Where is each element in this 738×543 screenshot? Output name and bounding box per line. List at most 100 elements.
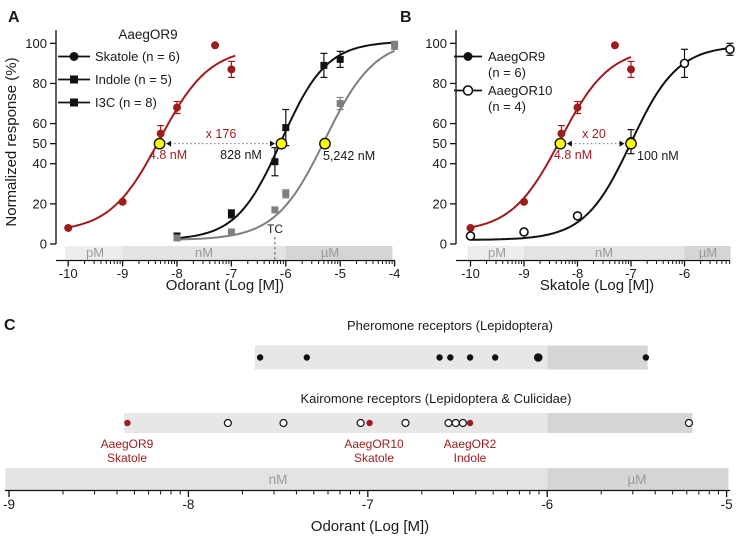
x-axis-tick-label: -9 — [518, 266, 530, 281]
panel-b-ec50-or10-label: 100 nM — [637, 149, 679, 163]
panel-c-axis-tick-label: -9 — [3, 497, 15, 512]
y-axis-tick-label: 50 — [433, 136, 447, 151]
x-axis-tick-label: -6 — [679, 266, 691, 281]
strip-point-red — [366, 419, 373, 427]
data-point-circle — [520, 197, 528, 206]
legend-marker-aaegor9-icon — [463, 52, 473, 61]
panel-b-letter: B — [400, 9, 412, 26]
row-band-nm — [123, 413, 548, 433]
x-axis-tick-label: -5 — [334, 266, 346, 281]
y-axis-tick-label: 80 — [33, 76, 47, 91]
legend-marker-skatole-icon — [69, 52, 79, 61]
concentration-band — [684, 246, 731, 260]
data-point-open-circle — [465, 231, 476, 241]
data-point-square — [391, 41, 399, 49]
data-point-circle — [211, 41, 220, 50]
concentration-band — [524, 246, 685, 260]
label-aaegor9-receptor: AaegOR9 — [101, 437, 154, 451]
data-point-open-circle — [519, 227, 529, 237]
legend-sublabel-aaegor10: (n = 4) — [488, 99, 526, 114]
legend-label-aaegor10: AaegOR10 — [488, 83, 552, 98]
arrowhead-left-icon — [166, 140, 172, 147]
label-aaegor9-odorant: Skatole — [107, 451, 147, 465]
panel-b-band-um-label: µM — [699, 245, 717, 260]
strip-point-open — [223, 418, 232, 428]
data-point-open-circle — [725, 44, 735, 55]
pheromone-row-title: Pheromone receptors (Lepidoptera) — [347, 318, 553, 333]
data-point-circle — [156, 129, 165, 138]
row-band-um — [547, 345, 648, 370]
data-point-square — [282, 124, 290, 132]
strip-point-open — [451, 418, 460, 428]
strip-point-black — [256, 354, 264, 361]
panel-a-letter: A — [8, 9, 20, 26]
panel-c-letter: C — [4, 317, 16, 334]
data-point-square — [227, 228, 235, 236]
x-axis-tick-label: -8 — [572, 266, 584, 281]
ec50-yellow-marker — [625, 137, 637, 150]
legend-label-aaegor9: AaegOR9 — [488, 49, 545, 64]
concentration-band — [64, 246, 123, 260]
data-point-circle — [610, 41, 619, 50]
arrowhead-left-icon — [566, 140, 572, 147]
label-aaegor10-receptor: AaegOR10 — [344, 437, 404, 451]
panel-a-legend-title: AaegOR9 — [118, 27, 177, 42]
data-point-circle — [173, 103, 181, 112]
data-point-open-circle — [572, 211, 583, 221]
panel-c-axis-tick-label: -6 — [541, 497, 553, 512]
concentration-band — [285, 246, 393, 260]
y-axis-tick-label: 0 — [440, 237, 447, 252]
data-point-circle — [118, 197, 127, 206]
x-axis-tick-label: -8 — [171, 266, 183, 281]
data-point-square — [173, 234, 181, 242]
bottom-concentration-band — [5, 468, 548, 490]
strip-point-open — [458, 418, 467, 428]
fit-curve — [470, 56, 632, 229]
x-axis-tick-label: -4 — [389, 266, 401, 281]
y-axis-tick-label: 50 — [33, 136, 47, 151]
x-axis-tick-label: -10 — [59, 266, 78, 281]
strip-point-open — [356, 418, 365, 428]
panel-c-band-um-label: µM — [627, 472, 646, 487]
label-aaegor2-odorant: Indole — [454, 451, 487, 465]
strip-point-red — [124, 419, 131, 427]
data-point-circle — [466, 223, 475, 232]
panel-a-ec50-indole-label: 828 nM — [220, 148, 262, 162]
x-axis-tick-label: -6 — [280, 266, 292, 281]
fit-curve — [68, 54, 236, 229]
y-axis-tick-label: 40 — [33, 156, 47, 171]
strip-point-black — [491, 354, 499, 361]
panel-a-x-axis-title: Odorant (Log [M]) — [166, 277, 284, 294]
data-point-square — [271, 206, 279, 214]
panel-a-ec50-i3c-label: 5,242 nM — [323, 149, 375, 163]
panel-c-axis-tick-label: -5 — [721, 497, 733, 512]
y-axis-tick-label: 0 — [40, 237, 47, 252]
label-aaegor10-odorant: Skatole — [354, 451, 394, 465]
fit-curve — [174, 41, 395, 240]
fit-curve — [174, 49, 396, 241]
panel-a-tc-label: TC — [267, 222, 283, 236]
data-point-circle — [627, 65, 635, 74]
strip-point-open — [444, 418, 453, 428]
data-point-open-circle — [679, 58, 690, 69]
y-axis-tick-label: 20 — [33, 196, 47, 211]
x-axis-tick-label: -9 — [117, 266, 129, 281]
panel-a-y-axis-title: Normalized response (%) — [3, 57, 20, 226]
ec50-yellow-marker — [153, 137, 166, 150]
panel-c-band-nm-label: nM — [269, 472, 288, 487]
panel-b-band-pm-label: pM — [488, 245, 506, 260]
y-axis-tick-label: 60 — [433, 116, 447, 131]
x-axis-tick-label: -7 — [625, 266, 637, 281]
row-band-nm — [254, 345, 548, 370]
strip-point-open — [279, 418, 288, 428]
panel-a-legend: AaegOR9 Skatole (n = 6) Indole (n = 5) I… — [58, 27, 180, 110]
data-point-circle — [227, 65, 236, 74]
panel-c-receptor-labels: AaegOR9 Skatole AaegOR10 Skatole AaegOR2… — [101, 437, 497, 465]
data-point-square — [282, 190, 290, 198]
bottom-concentration-band — [547, 468, 729, 490]
legend-marker-i3c-icon — [70, 98, 78, 107]
data-point-square — [227, 210, 235, 218]
legend-marker-aaegor10-icon — [462, 85, 474, 96]
data-point-circle — [557, 129, 566, 138]
row-band-um — [547, 413, 693, 433]
